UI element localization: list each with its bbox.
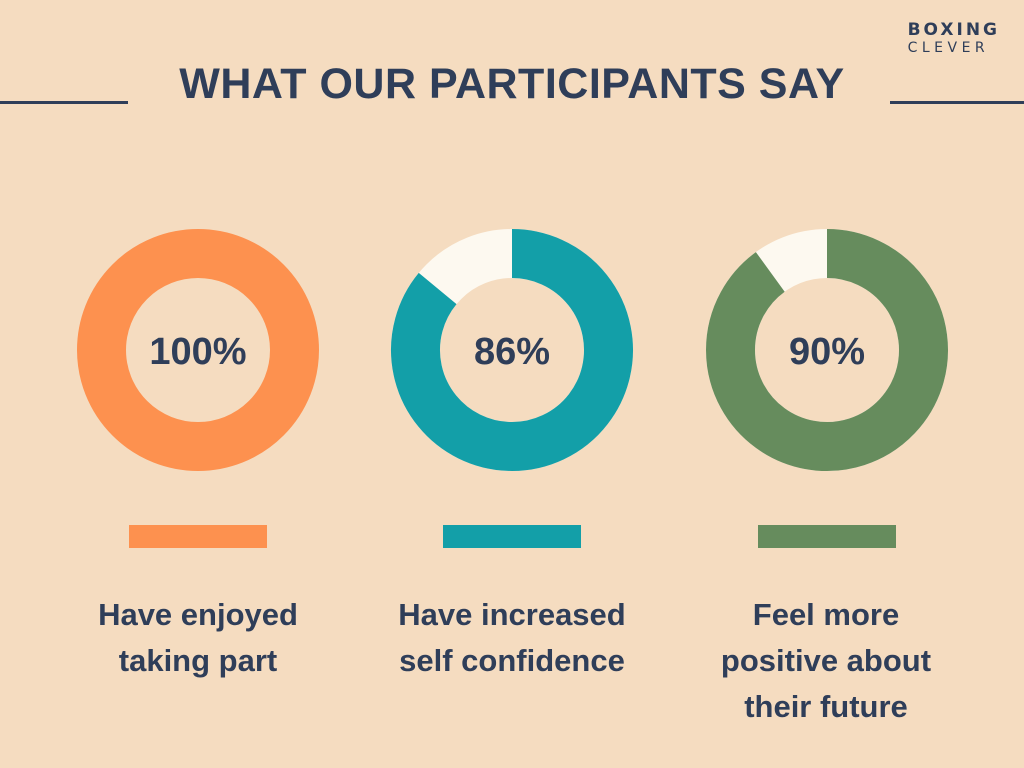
percent-label-future: 90% [789, 331, 865, 373]
caption-line: Have enjoyed [98, 597, 298, 632]
brand-logo: BOXING CLEVER [907, 20, 1000, 56]
percent-label-confidence: 86% [474, 331, 550, 373]
caption-line: taking part [118, 643, 278, 678]
caption-line: self confidence [399, 643, 625, 678]
page-title: WHAT OUR PARTICIPANTS SAY [179, 60, 845, 108]
caption-line: positive about [720, 643, 932, 678]
caption-confidence: Have increased self confidence [362, 592, 662, 684]
caption-future: Feel more positive about their future [676, 592, 976, 730]
brand-logo-line2: CLEVER [907, 40, 990, 56]
color-swatch-enjoyed [129, 525, 267, 548]
color-swatch-confidence [443, 525, 581, 548]
percent-label-enjoyed: 100% [149, 331, 246, 373]
caption-line: their future [744, 689, 908, 724]
caption-line: Feel more [752, 597, 900, 632]
donut-segment-confidence [391, 229, 633, 471]
title-rule-right [890, 101, 1024, 104]
caption-enjoyed: Have enjoyed taking part [48, 592, 348, 684]
title-rule-left [0, 101, 128, 104]
donut-segment-future [706, 229, 948, 471]
color-swatch-future [758, 525, 896, 548]
caption-line: Have increased [398, 597, 626, 632]
donut-segment-enjoyed [77, 229, 319, 471]
brand-logo-line1: BOXING [907, 20, 1000, 40]
